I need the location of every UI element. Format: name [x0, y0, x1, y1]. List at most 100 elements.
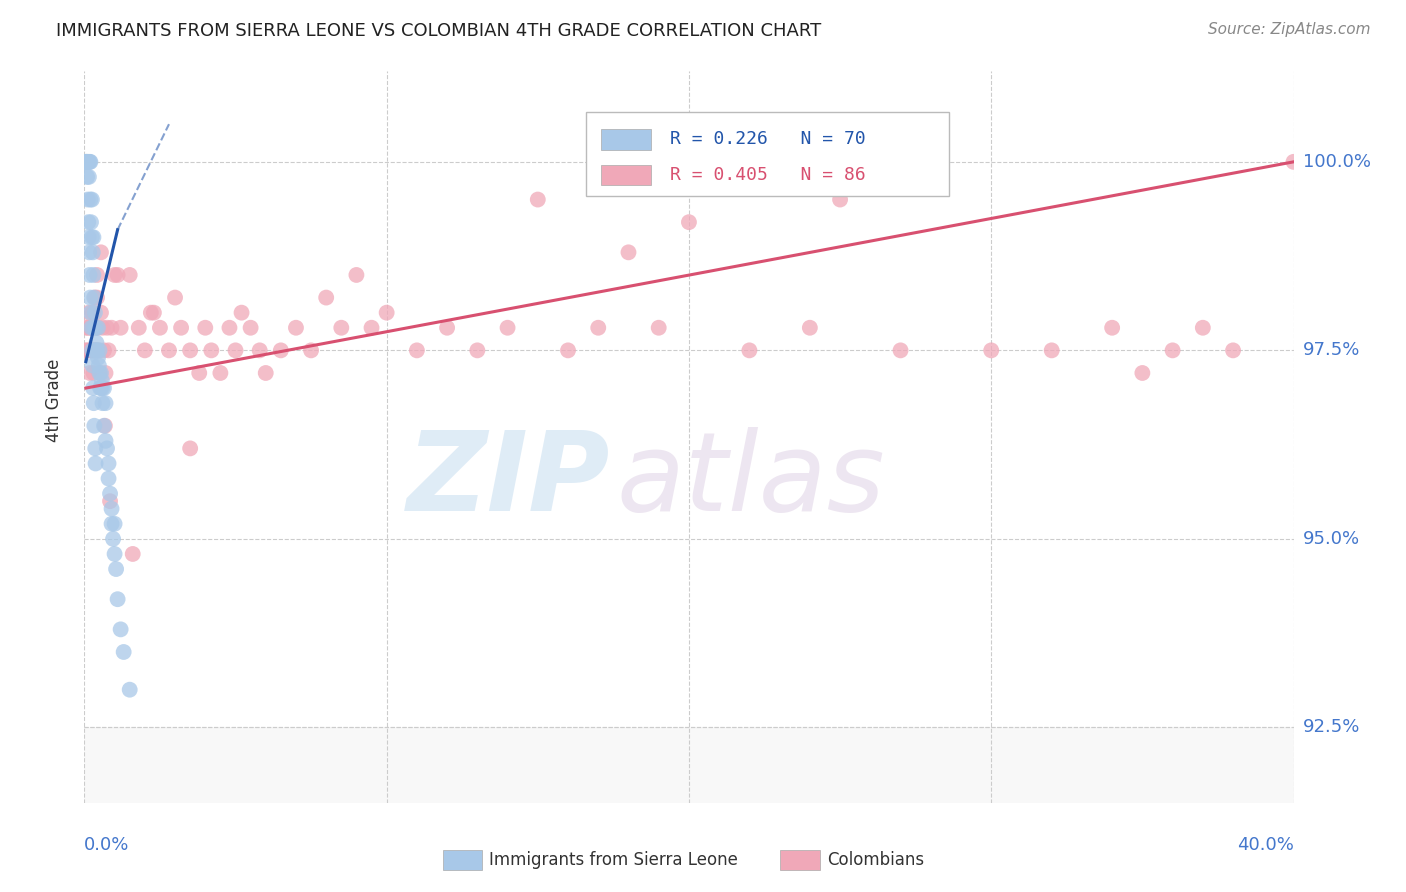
Text: 95.0%: 95.0% [1302, 530, 1360, 548]
Point [77, 230, 100, 244]
Bar [84, 727, 1294, 803]
Point [110, 623, 132, 637]
Point [84, 343, 107, 358]
Point [91, 381, 114, 395]
Point [496, 320, 519, 334]
Point [157, 343, 180, 358]
Point [76, 320, 98, 334]
Point [107, 592, 129, 607]
FancyBboxPatch shape [600, 129, 651, 150]
Point [121, 547, 143, 561]
Point [97, 471, 120, 485]
Text: Source: ZipAtlas.com: Source: ZipAtlas.com [1208, 22, 1371, 37]
Text: 0.0%: 0.0% [84, 836, 129, 854]
Text: 92.5%: 92.5% [1302, 718, 1360, 737]
Point [84, 442, 107, 456]
Point [86, 343, 108, 358]
Point [285, 320, 308, 334]
Point [179, 343, 201, 358]
Point [82, 245, 104, 260]
Point [77, 215, 100, 229]
Point [75, 154, 97, 169]
Point [110, 320, 132, 334]
Point [1222, 343, 1244, 358]
Point [76, 343, 98, 358]
Point [194, 320, 217, 334]
Point [97, 457, 120, 471]
Point [231, 306, 253, 320]
Point [84, 320, 107, 334]
Point [76, 169, 98, 184]
Point [91, 320, 114, 334]
Text: R = 0.226   N = 70: R = 0.226 N = 70 [669, 130, 865, 148]
Point [80, 320, 103, 334]
Point [91, 396, 114, 410]
Point [76, 154, 98, 169]
Point [82, 306, 104, 320]
Point [101, 532, 124, 546]
FancyBboxPatch shape [586, 112, 949, 195]
Point [980, 343, 1002, 358]
Point [90, 306, 112, 320]
Point [104, 268, 127, 282]
Point [1192, 320, 1215, 334]
Point [77, 320, 100, 334]
Point [149, 320, 172, 334]
Point [100, 501, 122, 516]
Point [84, 291, 107, 305]
Point [93, 381, 115, 395]
Point [209, 366, 232, 380]
Point [82, 320, 104, 334]
Point [890, 343, 912, 358]
Point [79, 193, 101, 207]
Point [84, 306, 107, 320]
Point [80, 343, 103, 358]
Text: IMMIGRANTS FROM SIERRA LEONE VS COLOMBIAN 4TH GRADE CORRELATION CHART: IMMIGRANTS FROM SIERRA LEONE VS COLOMBIA… [56, 22, 821, 40]
Point [75, 343, 97, 358]
Point [76, 193, 98, 207]
Point [98, 494, 121, 508]
Point [436, 320, 458, 334]
Point [346, 268, 368, 282]
Point [87, 359, 110, 373]
Point [799, 320, 821, 334]
Point [249, 343, 271, 358]
Point [93, 418, 115, 433]
Point [315, 291, 337, 305]
Point [84, 457, 107, 471]
Point [104, 516, 127, 531]
Point [87, 320, 110, 334]
Point [254, 366, 277, 380]
Point [118, 682, 141, 697]
Point [100, 320, 122, 334]
Point [83, 291, 105, 305]
Point [96, 320, 118, 334]
Point [588, 320, 610, 334]
Text: atlas: atlas [616, 427, 884, 534]
Point [128, 320, 150, 334]
Point [82, 230, 104, 244]
Text: 100.0%: 100.0% [1302, 153, 1371, 171]
Point [170, 320, 193, 334]
Text: ZIP: ZIP [406, 427, 610, 534]
Point [82, 359, 104, 373]
Point [77, 169, 100, 184]
Point [107, 268, 129, 282]
Point [87, 343, 110, 358]
Point [94, 418, 117, 433]
Point [225, 343, 247, 358]
Point [86, 291, 108, 305]
Point [134, 343, 156, 358]
Point [105, 562, 128, 576]
Point [87, 351, 110, 365]
Point [360, 320, 382, 334]
Text: 40.0%: 40.0% [1237, 836, 1294, 854]
Point [1101, 320, 1123, 334]
Point [98, 486, 121, 500]
Point [112, 645, 135, 659]
Point [1282, 154, 1305, 169]
Point [94, 366, 117, 380]
Point [87, 320, 110, 334]
Point [179, 442, 201, 456]
Point [79, 268, 101, 282]
